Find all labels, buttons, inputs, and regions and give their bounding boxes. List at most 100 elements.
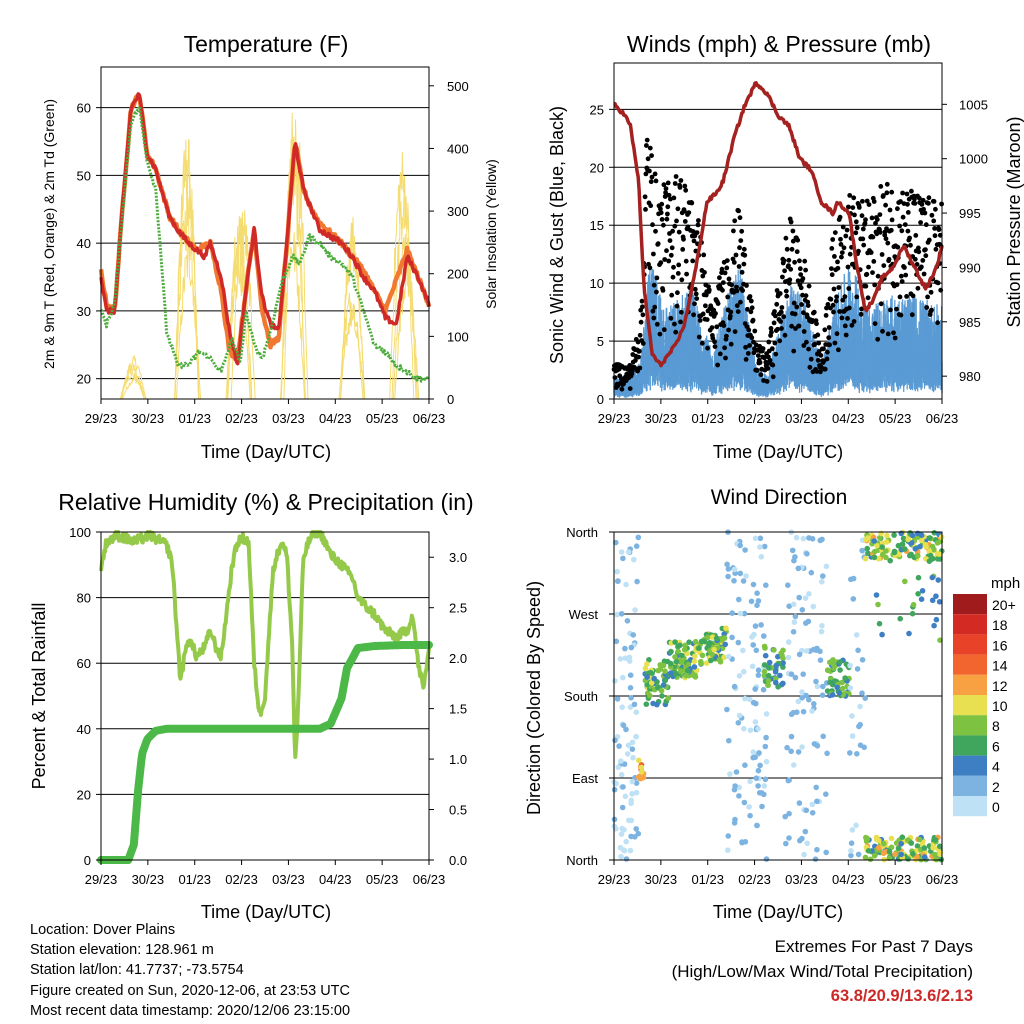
- gust-point: [899, 228, 905, 234]
- gust-point: [841, 245, 847, 251]
- direction-point: [633, 789, 640, 796]
- gust-point: [723, 355, 728, 361]
- direction-panel: Wind Direction NorthEastSouthWestNorth29…: [524, 486, 1020, 922]
- direction-point: [611, 786, 618, 793]
- y-tick-label: 10: [590, 276, 604, 291]
- direction-point: [854, 751, 860, 757]
- direction-point: [839, 685, 846, 692]
- x-tick-label: 29/23: [598, 872, 631, 887]
- direction-point: [629, 739, 636, 746]
- direction-point: [668, 648, 674, 655]
- gust-point: [672, 321, 677, 327]
- rainfall-line: [97, 641, 433, 864]
- gust-point: [843, 332, 849, 338]
- gust-point: [654, 321, 660, 327]
- direction-point: [705, 634, 711, 641]
- y2-tick-label: 980: [959, 369, 981, 384]
- solar-curve: [230, 210, 256, 400]
- temperature-panel: Temperature (F) 20 30 40 50 60 0 100 200 300 400 5…: [41, 31, 499, 462]
- gust-point: [849, 322, 855, 328]
- direction-point: [646, 657, 652, 663]
- gust-point: [835, 265, 841, 271]
- gust-point: [937, 232, 943, 238]
- direction-point: [633, 826, 639, 832]
- gust-point: [673, 174, 679, 179]
- direction-point: [634, 578, 640, 585]
- gust-point: [884, 190, 890, 196]
- direction-point: [819, 692, 826, 698]
- direction-point: [630, 632, 636, 638]
- direction-point: [726, 737, 732, 744]
- direction-point: [790, 601, 797, 608]
- direction-point: [848, 840, 855, 846]
- solar-curve: [339, 303, 365, 400]
- direction-point: [621, 847, 628, 854]
- gust-point: [652, 304, 658, 310]
- gust-point: [909, 312, 915, 318]
- extremes-subtitle: (High/Low/Max Wind/Total Precipitation): [671, 962, 973, 981]
- direction-point: [765, 678, 772, 684]
- gust-point: [824, 305, 829, 311]
- gust-point: [654, 289, 659, 295]
- direction-point: [874, 543, 880, 549]
- gust-point: [933, 206, 938, 212]
- gust-point: [640, 304, 645, 310]
- gust-point: [727, 313, 733, 319]
- direction-point: [765, 682, 771, 688]
- gust-point: [863, 283, 869, 289]
- gust-point: [826, 325, 832, 330]
- gust-point: [935, 280, 941, 286]
- gust-point: [744, 283, 749, 288]
- direction-point: [675, 648, 681, 655]
- gust-point: [683, 187, 689, 193]
- direction-point: [812, 856, 819, 862]
- direction-point: [877, 534, 883, 541]
- y-tick-label: 30: [77, 304, 91, 319]
- gust-point: [825, 349, 830, 355]
- gust-point: [710, 335, 716, 341]
- gust-point: [921, 206, 926, 212]
- gust-point: [916, 195, 922, 201]
- direction-point: [731, 566, 738, 573]
- speed-swatch: [953, 695, 987, 716]
- y2-tick-label: 300: [447, 204, 469, 219]
- gust-point: [672, 181, 678, 186]
- gust-point: [843, 233, 849, 239]
- direction-point: [682, 642, 688, 649]
- direction-point: [775, 653, 781, 660]
- direction-point: [773, 679, 779, 686]
- gust-point: [640, 312, 646, 318]
- direction-point: [621, 761, 628, 767]
- pressure-line: [613, 81, 944, 368]
- direction-point: [736, 673, 743, 679]
- winds-ylabel: Sonic Wind & Gust (Blue, Black): [547, 106, 567, 364]
- y2-tick-label: 0.5: [449, 803, 467, 818]
- direction-point: [644, 661, 650, 667]
- direction-point: [763, 734, 769, 741]
- gust-point: [777, 291, 783, 296]
- gust-point: [926, 195, 932, 201]
- direction-point: [895, 542, 902, 549]
- gust-point: [798, 272, 804, 277]
- speed-swatch: [953, 796, 987, 817]
- gust-point: [840, 297, 846, 303]
- direction-point: [761, 662, 768, 668]
- gust-point: [912, 256, 918, 262]
- direction-point: [630, 754, 636, 761]
- gust-point: [676, 262, 682, 268]
- direction-point: [892, 851, 898, 858]
- direction-point: [642, 665, 649, 672]
- temperature-xlabel: Time (Day/UTC): [201, 442, 331, 462]
- gust-point: [726, 327, 731, 333]
- gust-point: [678, 319, 683, 325]
- gust-point: [852, 212, 857, 218]
- gust-point: [803, 267, 808, 273]
- direction-point: [848, 852, 854, 859]
- direction-point: [918, 532, 925, 538]
- gust-point: [889, 217, 895, 223]
- gust-point: [747, 343, 752, 348]
- direction-point: [802, 828, 809, 835]
- direction-point: [875, 555, 882, 562]
- humidity-title: Relative Humidity (%) & Precipitation (i…: [58, 489, 473, 515]
